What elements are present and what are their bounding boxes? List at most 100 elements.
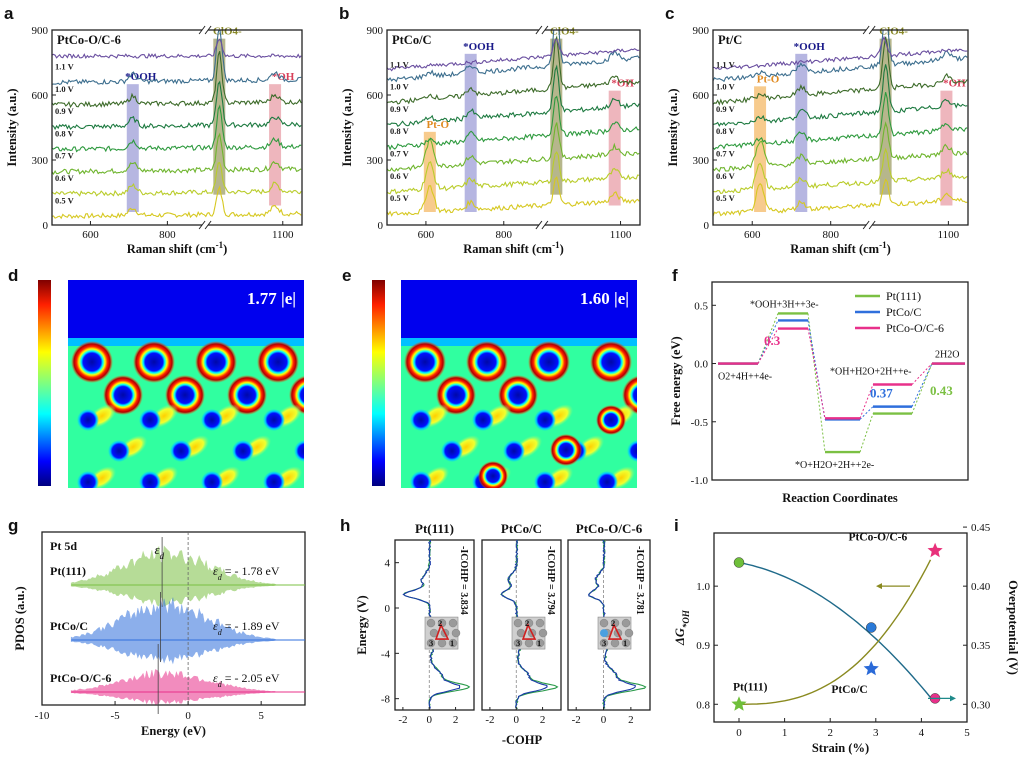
spectra-layer — [713, 30, 968, 217]
potential-label: 0.5 V — [55, 195, 75, 205]
x-tick-label: 0 — [736, 727, 742, 739]
atom-ring — [257, 341, 299, 383]
icohp-label: -ICOHP = 3.834 — [458, 546, 469, 615]
text-subscript: d — [160, 551, 165, 561]
x-tick-label: 800 — [822, 229, 839, 241]
panel-letter: i — [674, 516, 679, 535]
y-axis-label: Intensity (a.u.) — [666, 88, 680, 166]
potential-label: 0.8 V — [716, 126, 736, 136]
raman-spectrum — [713, 121, 968, 173]
atom-ring — [596, 405, 626, 435]
atom-ring — [133, 341, 175, 383]
colorbar — [38, 280, 51, 486]
x-tick-label: 2 — [628, 714, 634, 726]
potential-label: 1.0 V — [390, 82, 410, 92]
y2-tick-label: 0.30 — [971, 699, 991, 711]
inset-atom — [451, 628, 461, 638]
site-triangle — [434, 623, 450, 640]
energy-connector — [911, 363, 933, 414]
x-tick-label: -5 — [110, 710, 120, 722]
band-label: ClO4- — [550, 26, 579, 38]
raman-spectrum — [713, 35, 968, 70]
atom-core — [410, 471, 432, 488]
raman-panel-b: Pt-O *OOH ClO4- *OH 0.5 V 0.6 V 0.7 V 0.8 V 0.9 … — [339, 4, 641, 256]
x-tick-label: -2 — [572, 714, 581, 726]
axes-frame — [394, 539, 475, 711]
atom-core — [108, 502, 130, 524]
raman-spectrum — [387, 95, 640, 151]
y-tick-label: -0.5 — [691, 417, 709, 429]
atom-core — [441, 440, 463, 462]
co-atom — [600, 629, 608, 638]
atom-core — [325, 471, 347, 493]
raman-panel-c: Pt-O *OOH ClO4- *OH 0.5 V 0.6 V 0.7 V 0.8 V 0.9 … — [665, 4, 969, 256]
atom-core — [534, 471, 556, 488]
atom-ring — [466, 341, 508, 383]
overpotential-label: 0.43 — [930, 383, 953, 398]
atom-core — [410, 409, 432, 431]
x-tick-label: 600 — [418, 229, 435, 241]
band-layer — [423, 38, 621, 213]
site-label: 2 — [525, 618, 529, 628]
atom-ring — [103, 375, 143, 415]
point-label: PtCo/C — [831, 684, 867, 696]
y-tick-label: 300 — [32, 155, 49, 167]
atom-core — [294, 440, 304, 462]
potential-label: 0.7 V — [55, 151, 75, 161]
raman-spectrum — [387, 64, 640, 127]
panel-letter: f — [672, 266, 678, 285]
point-label: Pt(111) — [733, 681, 768, 693]
band-label: *OOH — [463, 41, 495, 53]
x-tick-label: 800 — [496, 229, 513, 241]
y-tick-label: 0.8 — [696, 699, 710, 711]
dband-center-value: = - 1.89 eV — [225, 619, 280, 633]
axis-break-mark — [198, 25, 206, 35]
atom-core — [689, 502, 711, 524]
atom-core — [108, 440, 130, 462]
panel-title: PtCo/C — [392, 33, 432, 47]
atom-ring — [227, 375, 267, 415]
x-tick-label: 1100 — [272, 229, 294, 241]
band-layer — [754, 38, 953, 213]
potential-label: 0.7 V — [716, 149, 736, 159]
axis-break-gap — [866, 223, 873, 227]
reaction-step-label: *OH+H2O+2H++e- — [830, 366, 911, 377]
band-label: Pt-O — [427, 119, 450, 131]
y2-tick-label: 0.40 — [971, 581, 991, 593]
atom-ring — [590, 341, 632, 383]
energy-connector — [859, 413, 874, 453]
potential-label: 1.1 V — [390, 59, 410, 69]
density-lobe — [696, 430, 733, 463]
overpotential-point — [863, 660, 879, 676]
dband-center-value: = - 1.78 eV — [225, 564, 280, 578]
dband-center-label: εd = - 1.89 eV — [213, 619, 280, 637]
icohp-label: -ICOHP = 3.781 — [634, 546, 645, 615]
inset-atom — [426, 638, 436, 648]
y-axis-label: Intensity (a.u.) — [5, 88, 19, 166]
inset-atom — [535, 618, 545, 628]
energy-connector — [911, 363, 933, 407]
atom-core — [170, 502, 192, 524]
atom-core — [77, 471, 99, 488]
raman-spectrum — [387, 38, 640, 72]
raman-spectrum — [387, 175, 640, 217]
y-axis-label: PDOS (a.u.) — [13, 586, 27, 650]
atom-core — [503, 440, 525, 462]
x-tick-label: 600 — [744, 229, 761, 241]
y2-tick-label: 0.45 — [971, 522, 991, 534]
density-lobe — [115, 492, 152, 525]
inset-atom — [621, 618, 631, 628]
band-*OOH — [126, 84, 139, 212]
axes-frame — [41, 531, 306, 706]
inset-atom — [538, 628, 548, 638]
legend-label: Pt(111) — [886, 289, 921, 303]
raman-spectrum — [713, 30, 968, 83]
y-tick-label: 300 — [367, 155, 384, 167]
y-tick-label: 300 — [693, 155, 710, 167]
panel-title: Pt 5d — [50, 539, 77, 553]
y-tick-label: 600 — [367, 90, 384, 102]
y-axis-label: Intensity (a.u.) — [340, 88, 354, 166]
atom-core — [77, 409, 99, 431]
